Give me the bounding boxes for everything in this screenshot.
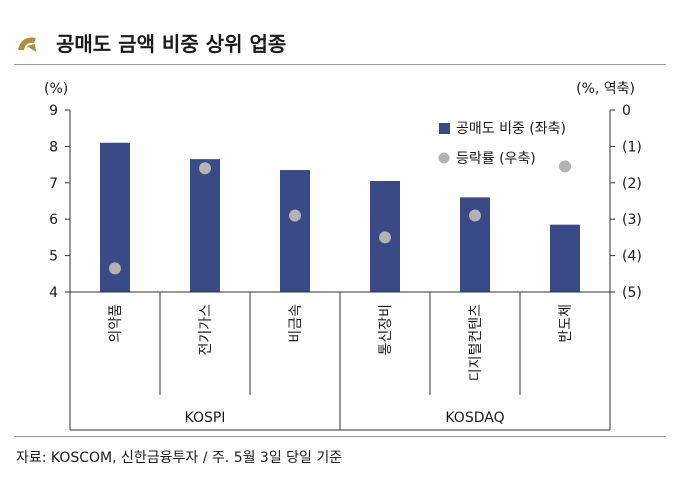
group-label: KOSDAQ <box>445 410 504 426</box>
legend-dot-label: 등락률 (우축) <box>456 151 536 167</box>
right-tick-label: (2) <box>622 176 642 192</box>
point <box>559 160 571 173</box>
right-tick-label: (4) <box>622 249 642 265</box>
title-divider <box>14 64 666 65</box>
source-divider <box>14 436 666 437</box>
title-icon <box>18 37 36 52</box>
category-label: 전기가스 <box>198 304 214 356</box>
legend: 공매도 비중 (좌축) 등락률 (우축) <box>438 121 566 167</box>
left-tick-label: 6 <box>49 212 58 228</box>
bar <box>190 159 220 292</box>
left-tick-label: 7 <box>49 176 58 192</box>
left-tick-label: 4 <box>49 285 58 301</box>
category-label: 통신장비 <box>378 304 394 356</box>
left-axis-label: (%) <box>44 81 68 97</box>
left-tick-label: 9 <box>49 103 58 119</box>
source-note: 자료: KOSCOM, 신한금융투자 / 주. 5월 3일 당일 기준 <box>16 450 342 466</box>
legend-bar-label: 공매도 비중 (좌축) <box>456 121 566 137</box>
right-axis-label: (%, 역축) <box>576 81 635 97</box>
group-label: KOSPI <box>185 410 226 426</box>
point <box>289 209 301 222</box>
right-tick-label: 0 <box>622 103 631 119</box>
category-label: 의약품 <box>108 304 124 343</box>
right-tick-label: (5) <box>622 285 642 301</box>
left-tick-label: 5 <box>49 249 58 265</box>
bar <box>550 224 580 292</box>
category-label: 반도체 <box>558 304 574 343</box>
right-tick-label: (3) <box>622 212 642 228</box>
point <box>109 262 121 275</box>
left-tick-label: 8 <box>49 139 58 155</box>
category-label: 디지털컨텐츠 <box>468 304 484 381</box>
bar <box>280 170 310 292</box>
point <box>469 209 481 222</box>
chart-title: 공매도 금액 비중 상위 업종 <box>56 32 286 56</box>
point <box>199 162 211 175</box>
category-label: 비금속 <box>288 304 304 343</box>
point <box>379 231 391 244</box>
legend-bar-swatch <box>439 123 450 134</box>
legend-dot-swatch <box>438 152 450 164</box>
right-tick-label: (1) <box>622 139 642 155</box>
